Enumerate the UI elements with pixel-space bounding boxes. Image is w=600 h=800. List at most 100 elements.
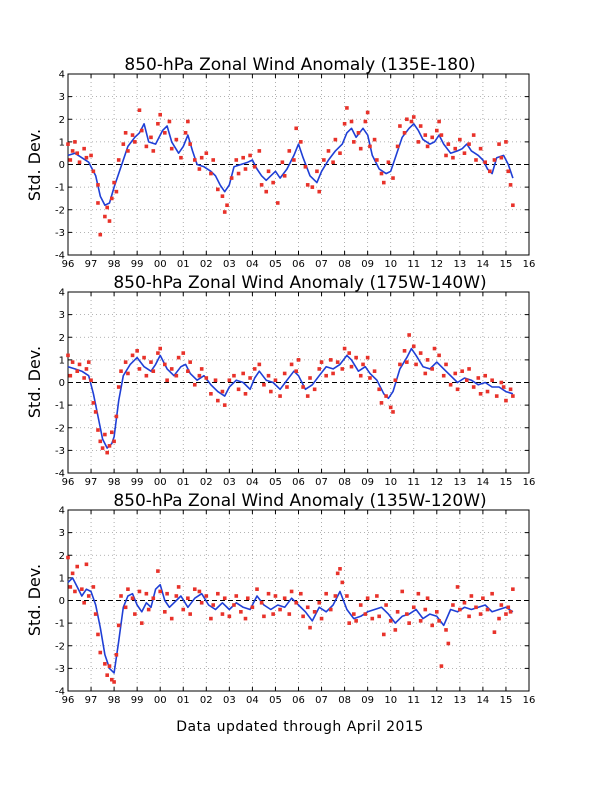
- data-point: [75, 151, 80, 155]
- data-point: [467, 367, 471, 371]
- data-point: [114, 653, 119, 657]
- axes: 96 97 98 99 00 01 02 03 04 05 06 07 08 09 10 11 12 13 14 15…: [55, 506, 535, 707]
- monthly-anomaly-points: [66, 106, 515, 237]
- x-tick-label: 05: [269, 259, 282, 270]
- data-point: [273, 378, 278, 383]
- x-tick-label: 08: [338, 259, 351, 270]
- data-point: [257, 362, 262, 367]
- data-point: [70, 571, 75, 576]
- data-point: [377, 387, 381, 392]
- x-tick-label: 02: [200, 695, 213, 706]
- data-point: [361, 362, 365, 367]
- data-point: [352, 140, 356, 144]
- data-point: [423, 607, 428, 612]
- data-point: [66, 142, 70, 146]
- x-tick-label: 02: [200, 477, 213, 488]
- y-tick-label: 1: [59, 355, 65, 366]
- plot-frame: [67, 291, 530, 474]
- data-point: [352, 612, 356, 616]
- data-point: [142, 355, 146, 360]
- data-point: [220, 389, 225, 394]
- data-point: [116, 623, 121, 628]
- data-point: [402, 349, 407, 353]
- data-point: [365, 355, 370, 360]
- data-point: [375, 594, 379, 598]
- data-point: [464, 378, 469, 383]
- x-tick-label: 16: [523, 695, 536, 706]
- data-point: [248, 153, 252, 158]
- data-point: [458, 607, 462, 612]
- data-point: [103, 662, 107, 666]
- data-point: [156, 351, 160, 355]
- monthly-anomaly-points: [66, 333, 515, 455]
- x-tick-label: 08: [338, 695, 351, 706]
- data-point: [425, 358, 430, 362]
- data-point: [347, 351, 352, 355]
- x-tick-label: 10: [384, 695, 397, 706]
- data-point: [405, 612, 409, 616]
- data-point: [405, 360, 409, 364]
- data-point: [222, 596, 227, 601]
- data-point: [112, 439, 116, 444]
- data-point: [239, 610, 243, 614]
- data-point: [363, 612, 368, 616]
- data-point: [114, 189, 119, 194]
- data-point: [209, 616, 213, 621]
- data-point: [324, 591, 328, 596]
- y-tick-label: 0: [59, 160, 65, 171]
- data-point: [116, 385, 121, 389]
- data-point: [437, 353, 441, 358]
- y-tick-label: -2: [55, 205, 65, 216]
- data-point: [435, 128, 439, 133]
- data-point: [192, 587, 197, 591]
- data-point: [98, 232, 103, 237]
- data-point: [220, 612, 225, 616]
- data-point: [89, 153, 93, 158]
- data-point: [121, 142, 126, 146]
- data-point: [66, 353, 70, 358]
- data-point: [181, 607, 186, 612]
- x-tick-label: 00: [154, 695, 167, 706]
- data-point: [89, 378, 93, 383]
- data-point: [105, 205, 109, 210]
- chart-title: 850-hPa Zonal Wind Anomaly (135E-180): [124, 55, 475, 75]
- x-tick-label: 03: [223, 695, 236, 706]
- y-tick-label: -1: [55, 619, 65, 630]
- data-point: [186, 119, 190, 124]
- data-point: [368, 144, 372, 149]
- data-point: [388, 619, 393, 623]
- axes: 96 97 98 99 00 01 02 03 04 05 06 07 08 09 10 11 12 13 14 15…: [55, 288, 535, 489]
- data-point: [317, 600, 322, 605]
- data-point: [308, 376, 312, 380]
- data-point: [266, 591, 271, 596]
- data-point: [241, 155, 245, 160]
- data-point: [317, 367, 322, 371]
- data-point: [407, 333, 411, 337]
- data-point: [93, 410, 98, 414]
- data-point: [266, 373, 271, 378]
- data-point: [469, 594, 474, 598]
- data-point: [144, 144, 149, 149]
- x-tick-label: 03: [223, 259, 236, 270]
- data-point: [345, 594, 349, 598]
- data-point: [492, 158, 497, 162]
- data-point: [342, 121, 347, 126]
- y-tick-label: 2: [59, 551, 65, 562]
- data-point: [331, 160, 335, 165]
- data-point: [462, 151, 467, 155]
- data-point: [425, 144, 430, 149]
- data-point: [446, 641, 451, 646]
- data-point: [511, 203, 515, 208]
- footer-note: Data updated through April 2015: [176, 719, 424, 735]
- x-tick-label: 01: [177, 695, 190, 706]
- data-point: [227, 378, 232, 383]
- data-point: [481, 596, 485, 601]
- data-point: [273, 594, 278, 598]
- panel-135w-120w: 850-hPa Zonal Wind Anomaly (135W-120W) S…: [25, 491, 535, 706]
- data-point: [377, 614, 381, 619]
- x-tick-label: 11: [407, 259, 420, 270]
- data-point: [252, 164, 257, 169]
- data-point: [418, 351, 423, 355]
- data-point: [77, 160, 82, 165]
